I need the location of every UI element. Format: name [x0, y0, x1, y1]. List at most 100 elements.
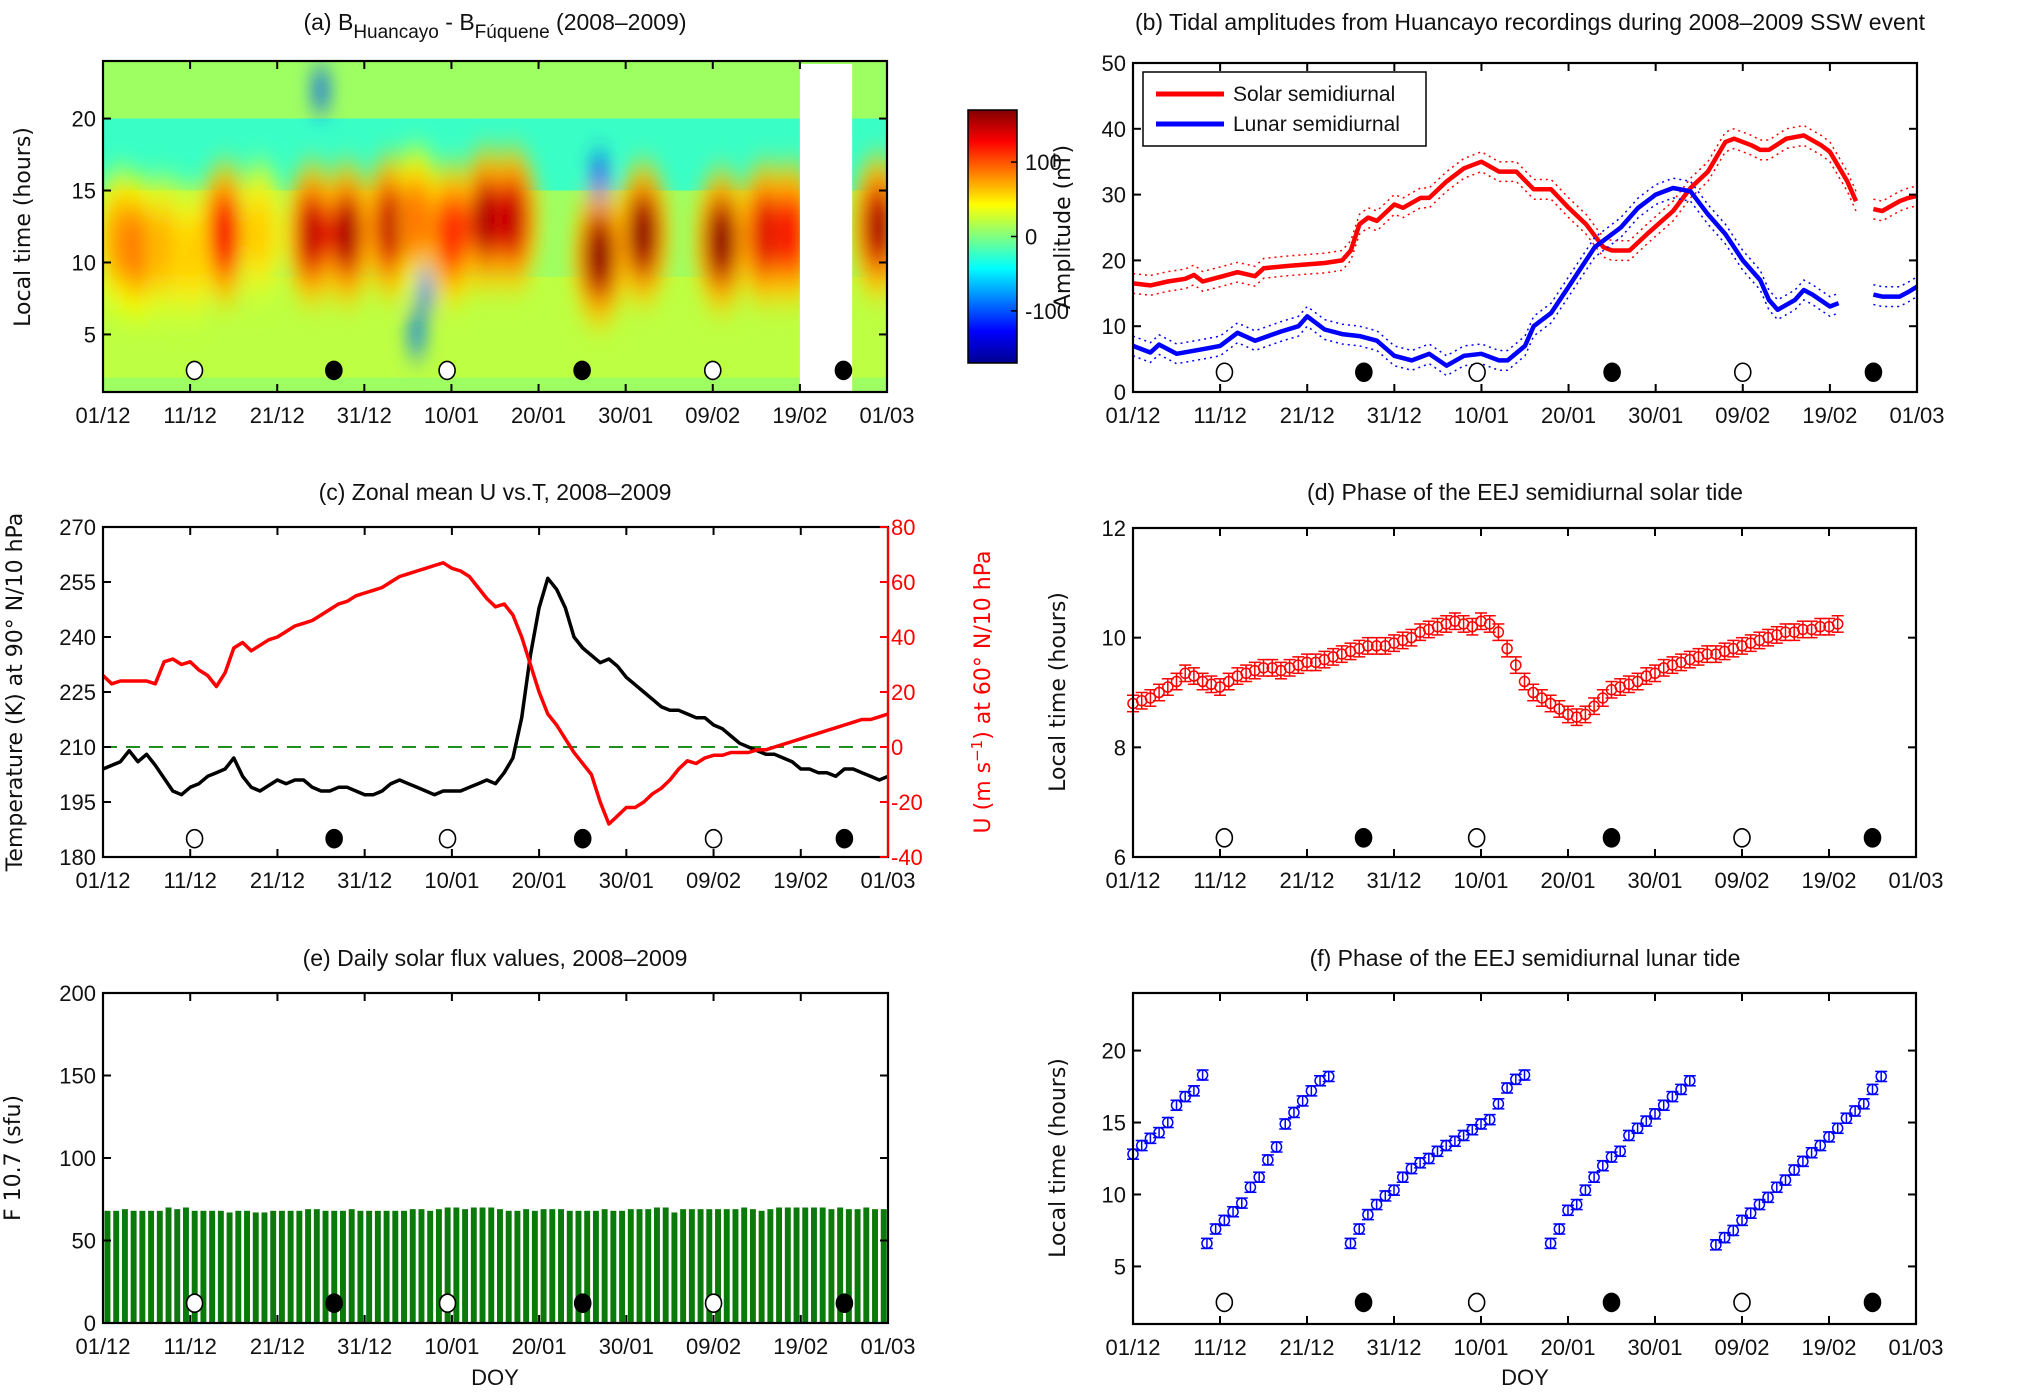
x-tick-label: 19/02 — [1801, 1335, 1856, 1360]
x-tick-label: 01/03 — [860, 868, 915, 893]
new-moon-marker — [1602, 1292, 1621, 1313]
marker — [1788, 1164, 1800, 1176]
data-point — [1257, 658, 1270, 677]
new-moon-marker — [573, 828, 592, 849]
flux-bar — [383, 1210, 390, 1323]
y-tick-label: 150 — [59, 1064, 96, 1089]
y-tick-label: 6 — [1114, 845, 1126, 870]
flux-bar — [130, 1210, 137, 1323]
flux-bar — [462, 1209, 469, 1323]
data-point — [1666, 1090, 1679, 1103]
marker — [1270, 1141, 1283, 1153]
x-tick-label: 10/01 — [1453, 868, 1508, 893]
data-point — [1361, 1208, 1374, 1221]
heatmap-cell — [334, 199, 359, 268]
data-point — [1422, 1152, 1435, 1165]
marker — [1727, 1224, 1740, 1237]
heatmap-cell — [866, 192, 887, 261]
flux-bar — [784, 1207, 791, 1323]
y-tick-label: 195 — [59, 790, 96, 815]
x-tick-label: 09/02 — [1714, 868, 1769, 893]
heatmap-cell — [439, 199, 464, 268]
y-tick-label: 15 — [72, 179, 96, 204]
marker — [1209, 1223, 1222, 1235]
marker — [1640, 1115, 1653, 1127]
marker — [1858, 1098, 1870, 1110]
data-point — [1279, 1118, 1292, 1130]
full-moon-marker — [438, 360, 456, 381]
x-tick-label: 01/12 — [1105, 868, 1160, 893]
right-y-tick-label: 60 — [891, 570, 915, 595]
new-moon-marker — [1864, 362, 1883, 383]
flux-bar — [488, 1207, 495, 1323]
x-tick-label: 19/02 — [1801, 868, 1856, 893]
x-tick-label: 30/01 — [1627, 868, 1682, 893]
flux-bar — [549, 1209, 556, 1323]
full-moon-marker — [1733, 362, 1752, 383]
data-point — [1596, 1159, 1609, 1172]
x-tick-label: 01/03 — [1888, 1335, 1943, 1360]
y-tick-label: 255 — [59, 570, 96, 595]
new-moon-marker — [834, 360, 853, 381]
marker — [1736, 1214, 1748, 1227]
marker — [1170, 1099, 1183, 1112]
y-tick-label: 240 — [59, 625, 96, 650]
marker — [1236, 1197, 1248, 1209]
marker — [1805, 1146, 1818, 1159]
flux-bar — [209, 1210, 216, 1323]
series-line-solar — [1132, 133, 1859, 288]
panel-b-amplitudes: (b) Tidal amplitudes from Huancayo recor… — [1051, 9, 1945, 428]
marker — [1279, 1118, 1291, 1130]
marker — [1875, 1070, 1887, 1083]
colorbar-tick-label: 100 — [1025, 150, 1062, 175]
marker — [1744, 1207, 1757, 1219]
marker — [1518, 1069, 1531, 1081]
marker — [1849, 1105, 1861, 1117]
new-moon-marker — [1863, 828, 1882, 848]
data-point — [1170, 1099, 1183, 1112]
marker — [1370, 640, 1383, 652]
y-tick-label: 100 — [59, 1146, 96, 1171]
flux-bar — [505, 1210, 512, 1323]
flux-bar — [165, 1207, 172, 1323]
marker — [1492, 626, 1505, 638]
d-axes-frame — [1131, 526, 1918, 859]
panel-e-xlabel: DOY — [471, 1365, 519, 1390]
y-tick-label: 0 — [1114, 380, 1126, 405]
flux-bar — [261, 1212, 268, 1323]
marker — [1222, 675, 1235, 688]
panel-d-title: (d) Phase of the EEJ semidiurnal solar t… — [1307, 479, 1743, 505]
full-moon-marker — [1215, 828, 1234, 848]
data-point — [1518, 1069, 1531, 1081]
heatmap-cell — [587, 221, 612, 290]
x-tick-label: 09/02 — [1714, 1335, 1769, 1360]
data-point — [1805, 1146, 1818, 1159]
data-point — [1283, 658, 1296, 677]
flux-bar — [296, 1210, 303, 1323]
flux-bar — [758, 1210, 765, 1323]
flux-bar — [226, 1212, 233, 1323]
wind-line — [101, 561, 889, 826]
flux-bar — [113, 1210, 120, 1323]
flux-bar — [645, 1209, 652, 1323]
flux-bar — [305, 1209, 312, 1323]
flux-bar — [392, 1210, 399, 1323]
marker — [1288, 1106, 1300, 1119]
flux-bar — [749, 1209, 756, 1323]
y-tick-label: 270 — [59, 515, 96, 540]
uncertainty-lower-lunar — [1873, 295, 1918, 308]
panel-d-ylabel: Local time (hours) — [1046, 592, 1071, 792]
flux-bar — [880, 1209, 887, 1323]
full-moon-marker — [185, 828, 204, 849]
x-tick-label: 01/03 — [1889, 403, 1944, 428]
data-point — [1335, 645, 1348, 664]
marker — [1840, 1112, 1853, 1124]
data-point — [1823, 617, 1835, 636]
flux-bar — [401, 1210, 407, 1323]
data-point — [1196, 1069, 1209, 1081]
data-point — [1727, 1224, 1740, 1237]
flux-bar — [374, 1210, 381, 1323]
data-point — [1831, 1122, 1844, 1135]
new-moon-marker — [835, 828, 854, 849]
x-tick-label: 10/01 — [424, 1334, 479, 1359]
